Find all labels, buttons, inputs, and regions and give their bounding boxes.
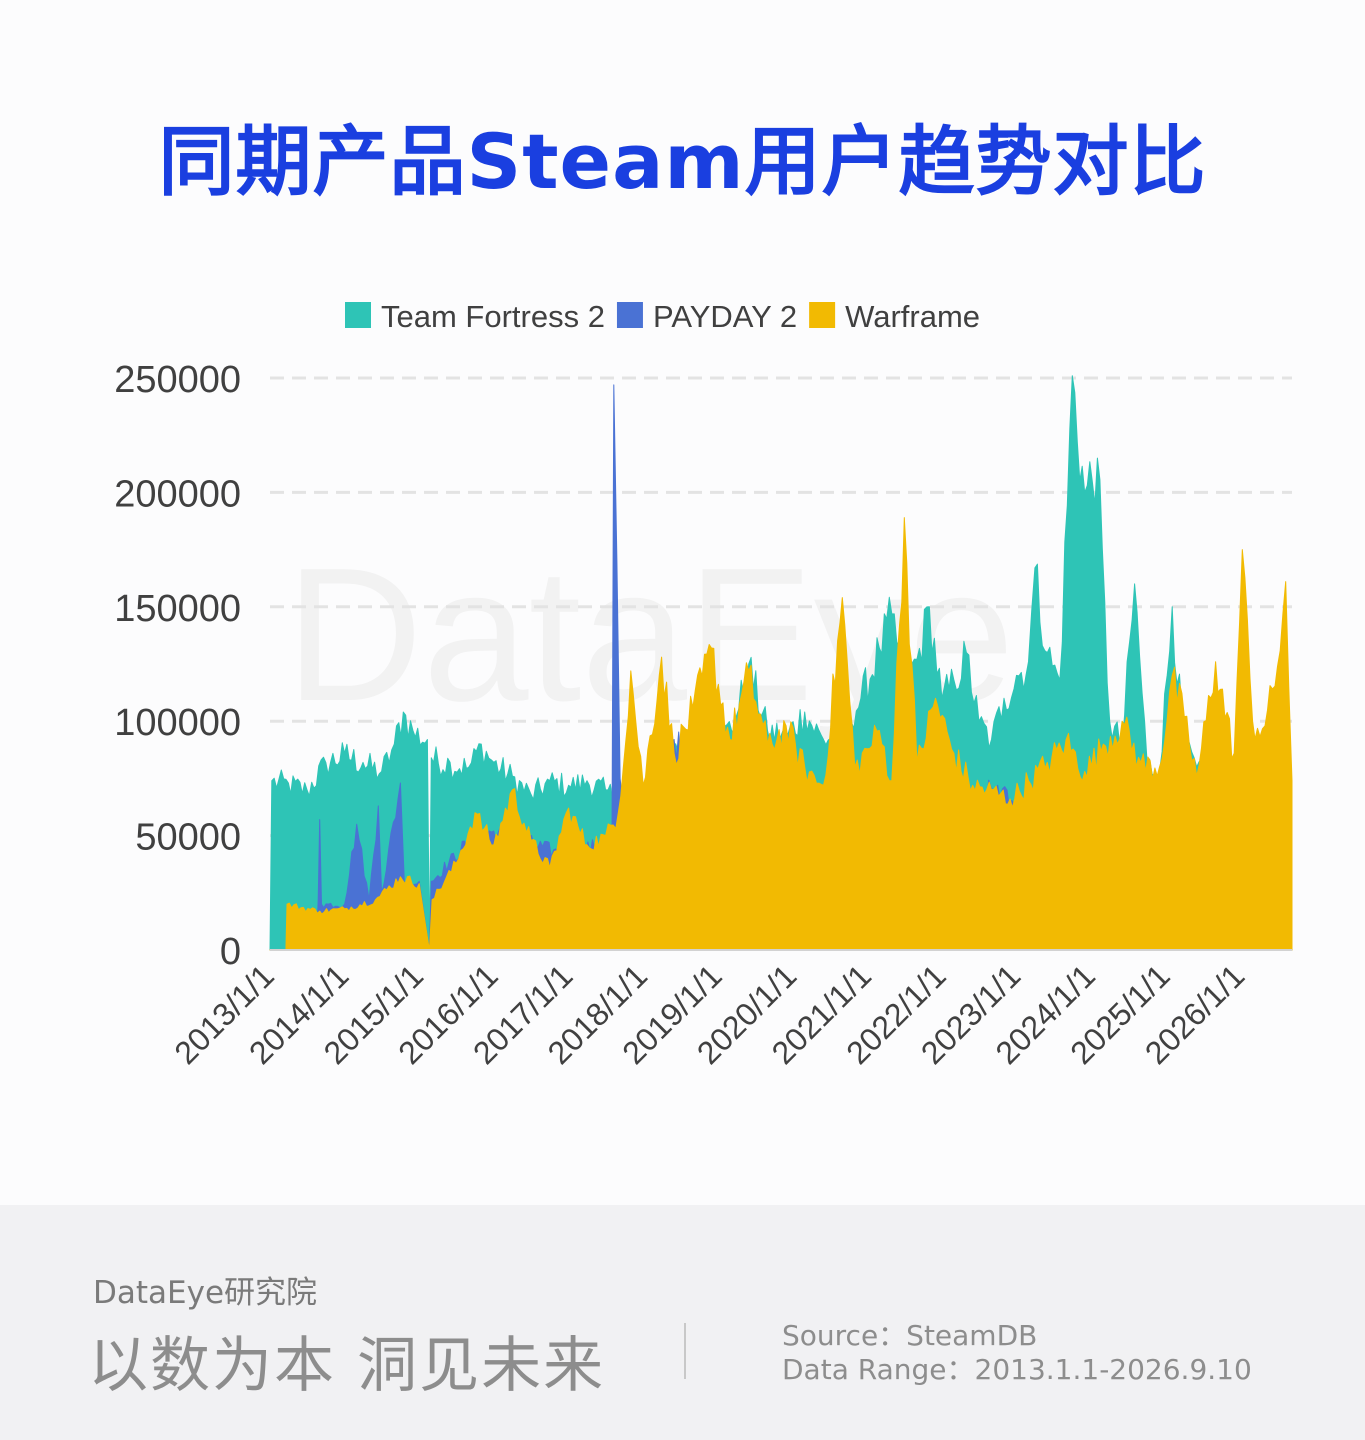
legend-swatch: [809, 302, 836, 328]
chart-legend: Team Fortress 2 PAYDAY 2 Warframe: [345, 299, 980, 334]
plot-area: [269, 375, 1293, 951]
x-axis-ticks: 2013/1/12014/1/12015/1/12016/1/12017/1/1…: [167, 957, 1251, 1071]
legend-label: PAYDAY 2: [653, 299, 797, 334]
brand-name: DataEye研究院: [93, 1275, 318, 1311]
data-range-text: Data Range：2013.1.1-2026.9.10: [782, 1353, 1252, 1386]
chart: DataEye Team Fortress 2 PAYDAY 2 Warframe …: [114, 299, 1293, 1071]
legend-label: Team Fortress 2: [381, 299, 605, 334]
series-area-warframe: [269, 517, 1293, 951]
footer-divider: [684, 1323, 686, 1379]
y-axis-ticks: 0 50000 100000 150000 200000 250000: [114, 359, 241, 973]
y-tick-label: 100000: [114, 702, 241, 744]
footer: DataEye研究院 以数为本 洞见未来 Source：SteamDB Data…: [0, 1205, 1365, 1440]
y-tick-label: 50000: [135, 817, 241, 859]
source-text: Source：SteamDB: [782, 1319, 1038, 1352]
legend-swatch: [345, 302, 371, 328]
slogan: 以数为本 洞见未来: [88, 1331, 606, 1401]
y-tick-label: 0: [220, 931, 241, 973]
y-tick-label: 150000: [114, 588, 241, 630]
y-tick-label: 200000: [114, 473, 241, 515]
legend-swatch: [616, 302, 643, 328]
page-title: 同期产品Steam用户趋势对比: [158, 117, 1207, 206]
legend-label: Warframe: [845, 299, 980, 334]
source-info: Source：SteamDB Data Range：2013.1.1-2026.…: [782, 1319, 1252, 1387]
y-tick-label: 250000: [114, 359, 241, 401]
